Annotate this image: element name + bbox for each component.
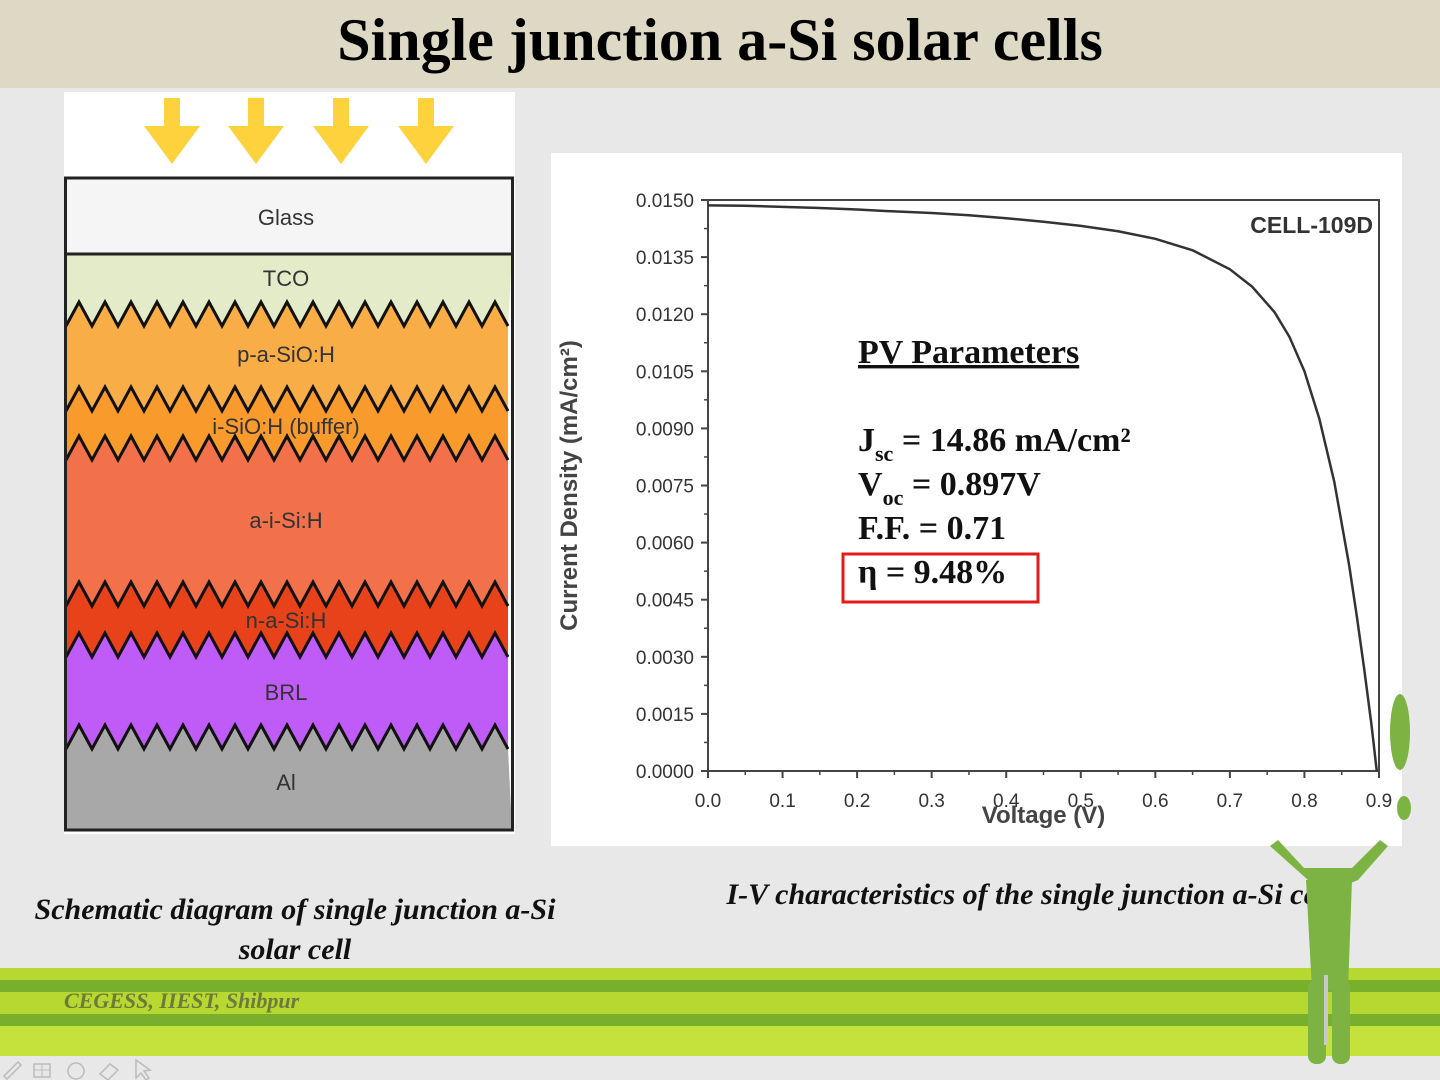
x-tick-label: 0.6: [1142, 791, 1168, 812]
layer-brl: [66, 633, 508, 749]
slide-title: Single junction a-Si solar cells: [337, 7, 1103, 73]
y-tick-label: 0.0015: [636, 705, 694, 726]
y-tick-label: 0.0045: [636, 591, 694, 612]
schematic-caption-line1: Schematic diagram of single junction a-S…: [34, 893, 556, 926]
layer-label: a-i-Si:H: [249, 508, 322, 533]
schematic-caption: Schematic diagram of single junction a-S…: [0, 890, 590, 970]
y-tick-label: 0.0150: [636, 191, 694, 212]
layer-label: p-a-SiO:H: [237, 342, 335, 367]
footer-band-bottom: [0, 1026, 1440, 1056]
footer-band-upper-green: [0, 980, 1440, 992]
footer-band-lower-green: [0, 1014, 1440, 1026]
schematic-border: [64, 176, 514, 832]
chart-caption: I-V characteristics of the single juncti…: [726, 878, 1334, 911]
grid-tool-icon[interactable]: [33, 1063, 51, 1078]
schematic-caption-line2: solar cell: [238, 933, 352, 966]
x-tick-label: 0.2: [844, 791, 870, 812]
layer-label: n-a-Si:H: [246, 608, 327, 633]
x-tick-label: 0.9: [1366, 791, 1392, 812]
x-tick-label: 0.1: [769, 791, 795, 812]
eraser-tool-icon[interactable]: [98, 1063, 120, 1080]
green-figure-icon: [1270, 694, 1411, 1064]
plot-frame: [707, 199, 1380, 772]
layer-a-i-si-h: [66, 436, 508, 606]
footer-band-middle: [0, 992, 1440, 1014]
slide-tool-icons: [2, 1058, 152, 1080]
layer-glass: [66, 178, 512, 254]
x-tick-label: 0.5: [1068, 791, 1094, 812]
pointer-tool-icon[interactable]: [135, 1058, 152, 1080]
layer-label: BRL: [265, 680, 308, 705]
y-tick-label: 0.0090: [636, 419, 694, 440]
pv-parameter: Voc = 0.897V: [858, 466, 1041, 510]
iv-chart: 0.00000.00150.00300.00450.00600.00750.00…: [556, 191, 1392, 829]
light-arrow-icon: [313, 98, 369, 164]
layer-label: Al: [276, 770, 296, 795]
circle-tool-icon[interactable]: [67, 1062, 85, 1080]
series-legend-label: CELL-109D: [1250, 212, 1373, 238]
x-tick-label: 0.3: [918, 791, 944, 812]
layer-i-sio-h-buffer-: [66, 387, 508, 460]
footer-affiliation: CEGESS, IIEST, Shibpur: [64, 988, 300, 1013]
y-tick-label: 0.0120: [636, 305, 694, 326]
layer-label: TCO: [263, 266, 309, 291]
x-tick-label: 0.8: [1291, 791, 1317, 812]
pen-tool-icon[interactable]: [2, 1060, 23, 1080]
title-bar: [0, 0, 1440, 88]
light-arrow-icon: [398, 98, 454, 164]
y-tick-label: 0.0075: [636, 477, 694, 498]
y-tick-label: 0.0105: [636, 362, 694, 383]
y-tick-label: 0.0030: [636, 648, 694, 669]
x-tick-label: 0.0: [695, 791, 721, 812]
layer-p-a-sio-h: [66, 302, 508, 411]
layer-al: [66, 725, 512, 830]
efficiency-highlight-box: [841, 552, 1040, 604]
pv-parameter: η = 9.48%: [858, 554, 1007, 591]
light-arrow-icon: [144, 98, 200, 164]
y-tick-label: 0.0135: [636, 248, 694, 269]
pv-parameter: Jsc = 14.86 mA/cm²: [858, 422, 1131, 466]
light-arrow-icon: [228, 98, 284, 164]
x-axis-label: Voltage (V): [982, 802, 1106, 829]
pv-parameter: F.F. = 0.71: [858, 510, 1006, 547]
footer-band-top: [0, 968, 1440, 980]
iv-curve: [707, 204, 1379, 772]
y-axis-label: Current Density (mA/cm²): [556, 340, 583, 631]
layer-n-a-si-h: [66, 582, 508, 657]
layer-tco: [66, 254, 512, 326]
layer-label: i-SiO:H (buffer): [212, 414, 360, 439]
iv-chart-panel: 0.0000 0.0015 0.0030 0.0045 0.0060 0.0075 0.00…: [551, 153, 1402, 846]
x-tick-label: 0.7: [1217, 791, 1243, 812]
y-tick-label: 0.0060: [636, 534, 694, 555]
layer-label: Glass: [258, 205, 314, 230]
solar-cell-schematic: Glass TCO p-a-SiO:H i-SiO:H (buffer) a-i-Si:…: [64, 92, 515, 834]
y-tick-label: 0.0000: [636, 762, 694, 783]
pv-parameters-title: PV Parameters: [858, 334, 1079, 371]
x-tick-label: 0.4: [993, 791, 1020, 812]
